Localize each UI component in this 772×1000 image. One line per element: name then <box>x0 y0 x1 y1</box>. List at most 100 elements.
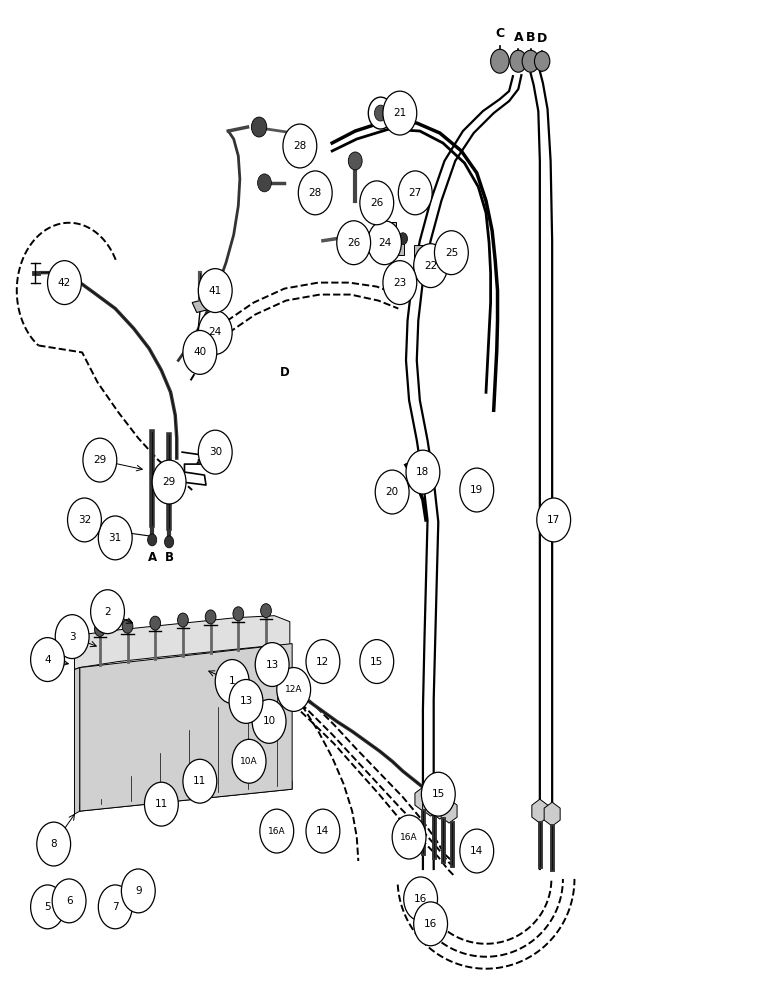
Circle shape <box>183 759 217 803</box>
Text: 3: 3 <box>69 632 76 642</box>
Text: B: B <box>526 31 535 44</box>
Text: 31: 31 <box>109 533 122 543</box>
Circle shape <box>215 660 249 703</box>
Circle shape <box>88 508 99 522</box>
Circle shape <box>392 815 426 859</box>
FancyBboxPatch shape <box>415 245 432 261</box>
Circle shape <box>147 534 157 546</box>
Text: 26: 26 <box>370 198 384 208</box>
Circle shape <box>205 610 216 624</box>
Circle shape <box>398 171 432 215</box>
Text: 19: 19 <box>470 485 483 495</box>
Circle shape <box>232 739 266 783</box>
Text: 24: 24 <box>208 327 222 337</box>
Text: 29: 29 <box>93 455 107 465</box>
Circle shape <box>404 877 438 921</box>
Text: 16A: 16A <box>400 833 418 842</box>
Circle shape <box>122 619 133 633</box>
Text: 23: 23 <box>393 278 407 288</box>
Circle shape <box>252 117 267 137</box>
FancyBboxPatch shape <box>384 237 404 255</box>
Circle shape <box>37 822 70 866</box>
Text: 14: 14 <box>470 846 483 856</box>
Text: 29: 29 <box>162 477 176 487</box>
Circle shape <box>460 468 493 512</box>
Circle shape <box>233 607 244 621</box>
Circle shape <box>192 334 201 346</box>
FancyBboxPatch shape <box>422 261 439 277</box>
Text: 7: 7 <box>112 902 119 912</box>
Circle shape <box>98 516 132 560</box>
Text: 28: 28 <box>293 141 306 151</box>
Text: 27: 27 <box>408 188 422 198</box>
Text: 16: 16 <box>414 894 427 904</box>
Text: 41: 41 <box>208 286 222 296</box>
Circle shape <box>258 174 272 192</box>
Circle shape <box>198 311 232 354</box>
Circle shape <box>398 233 408 245</box>
Text: 16: 16 <box>424 919 437 929</box>
Circle shape <box>150 616 161 630</box>
Circle shape <box>56 615 89 659</box>
Text: 15: 15 <box>432 789 445 799</box>
Circle shape <box>383 91 417 135</box>
Circle shape <box>52 879 86 923</box>
Circle shape <box>31 885 65 929</box>
Circle shape <box>360 181 394 225</box>
Circle shape <box>435 231 469 275</box>
Circle shape <box>152 460 186 504</box>
Circle shape <box>406 450 440 494</box>
Circle shape <box>31 638 65 681</box>
Circle shape <box>252 699 286 743</box>
Circle shape <box>114 524 127 540</box>
Circle shape <box>375 470 409 514</box>
Text: 12A: 12A <box>285 685 303 694</box>
Circle shape <box>48 261 81 305</box>
Text: 32: 32 <box>78 515 91 525</box>
Circle shape <box>178 613 188 627</box>
Text: 9: 9 <box>135 886 141 896</box>
Text: 21: 21 <box>393 108 407 118</box>
Circle shape <box>198 269 232 313</box>
Circle shape <box>522 50 539 72</box>
Text: 2: 2 <box>104 607 111 617</box>
Text: 40: 40 <box>193 347 206 357</box>
Text: A: A <box>147 551 157 564</box>
Polygon shape <box>74 668 80 814</box>
Text: 26: 26 <box>347 238 361 248</box>
Text: 25: 25 <box>445 248 458 258</box>
Circle shape <box>298 171 332 215</box>
Text: 13: 13 <box>266 660 279 670</box>
Circle shape <box>491 49 509 73</box>
Text: 28: 28 <box>309 188 322 198</box>
Text: 13: 13 <box>239 696 252 706</box>
Circle shape <box>367 221 401 265</box>
Circle shape <box>283 124 317 168</box>
Circle shape <box>337 221 371 265</box>
Text: 1: 1 <box>229 676 235 686</box>
Circle shape <box>90 590 124 634</box>
Text: 5: 5 <box>44 902 51 912</box>
Circle shape <box>256 643 289 686</box>
Text: 20: 20 <box>385 487 398 497</box>
Text: 11: 11 <box>193 776 206 786</box>
Circle shape <box>360 640 394 683</box>
Circle shape <box>306 809 340 853</box>
Text: D: D <box>279 366 290 379</box>
Text: 16A: 16A <box>268 827 286 836</box>
Text: 24: 24 <box>378 238 391 248</box>
Circle shape <box>94 622 105 636</box>
Circle shape <box>83 438 117 482</box>
Circle shape <box>510 50 527 72</box>
Polygon shape <box>192 299 212 313</box>
Polygon shape <box>80 644 292 811</box>
Circle shape <box>306 640 340 683</box>
Text: 17: 17 <box>547 515 560 525</box>
Text: D: D <box>537 32 547 45</box>
FancyBboxPatch shape <box>376 222 396 240</box>
Circle shape <box>183 330 217 374</box>
Circle shape <box>67 498 101 542</box>
Circle shape <box>383 261 417 305</box>
Text: 6: 6 <box>66 896 73 906</box>
Text: 30: 30 <box>208 447 222 457</box>
